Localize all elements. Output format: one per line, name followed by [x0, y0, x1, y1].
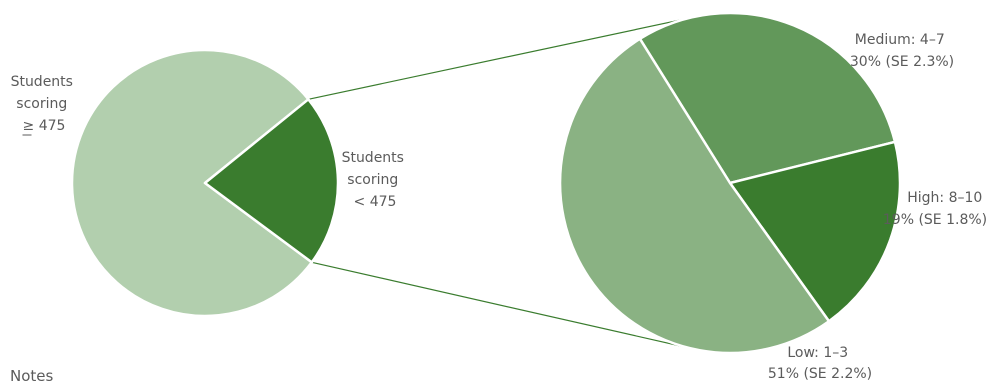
notes-heading: Notes: [10, 367, 54, 385]
slice-label-line: Students: [342, 150, 404, 166]
main-pie: [70, 48, 340, 318]
slice-label-line: High: 8–10: [907, 190, 982, 206]
slice-label-high: High: 8–10 19% (SE 1.8%): [883, 190, 987, 228]
connector-line-top: [308, 14, 704, 100]
slice-label-line: Medium: 4–7: [855, 32, 945, 48]
slice-label-line: < 475: [354, 194, 397, 210]
slice-label-students-scoring-475-plus: Students scoring ≥ 475: [11, 74, 78, 134]
slice-label-line: 30% (SE 2.3%): [850, 54, 954, 70]
slice-label-students-scoring-under-475: Students scoring < 475: [342, 150, 409, 210]
detail-pie: [558, 11, 902, 355]
slice-label-line: scoring: [347, 172, 398, 188]
slice-label-line: 51% (SE 2.2%): [768, 366, 872, 381]
pie-slice-high-8-10-19-se-1-8: [728, 140, 902, 323]
slice-label-line: scoring: [16, 96, 67, 112]
connector-lines: [308, 14, 704, 351]
pie-slice-low-1-3-51-se-2-2: [558, 37, 831, 355]
pie-slice-students-scoring-475: [70, 48, 314, 318]
slice-label-line: Students: [11, 74, 73, 90]
slice-label-low: Low: 1–3 51% (SE 2.2%): [768, 345, 872, 381]
slice-label-line: ≥ 475: [23, 118, 66, 134]
connector-line-bottom: [311, 261, 698, 351]
pie-slice-students-scoring-475: [203, 98, 340, 264]
slice-label-line: 19% (SE 1.8%): [883, 212, 987, 228]
slice-label-medium: Medium: 4–7 30% (SE 2.3%): [850, 32, 954, 70]
slice-label-line: Low: 1–3: [787, 345, 848, 361]
